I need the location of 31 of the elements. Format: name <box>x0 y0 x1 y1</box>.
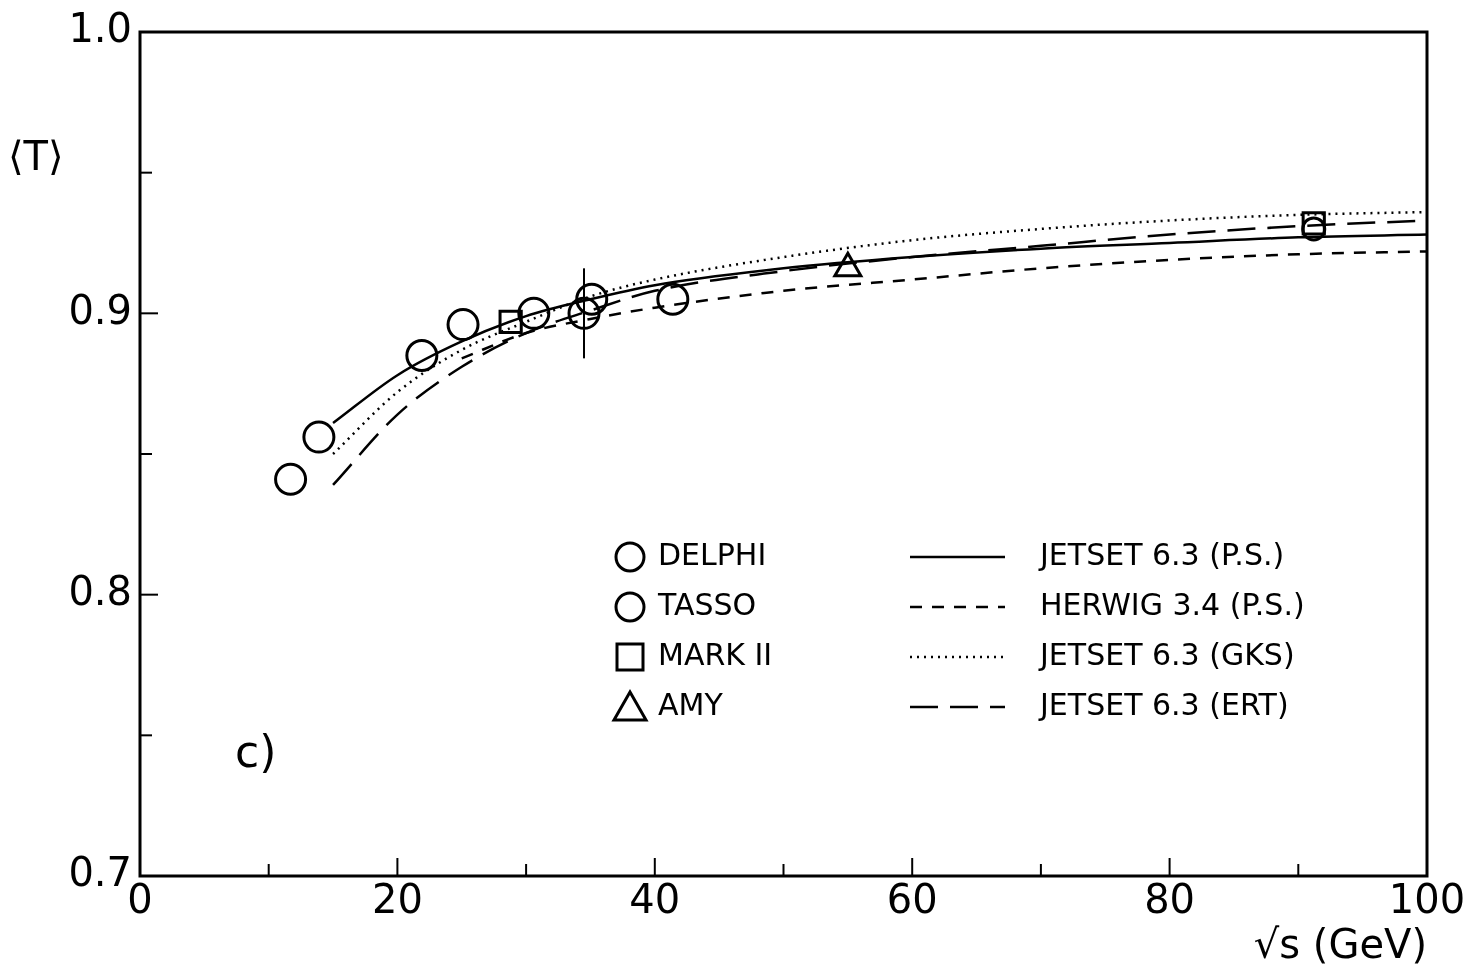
point <box>405 339 439 373</box>
point <box>446 308 480 342</box>
x-tick-label: 80 <box>1144 876 1196 923</box>
x-tick-label: 40 <box>629 876 681 923</box>
legend-label: JETSET 6.3 (P.S.) <box>1038 536 1285 572</box>
x-tick-label: 100 <box>1388 876 1466 923</box>
point <box>302 420 336 454</box>
legend-label: HERWIG 3.4 (P.S.) <box>1040 586 1305 622</box>
point <box>498 309 523 334</box>
point <box>567 296 601 330</box>
point <box>517 296 551 330</box>
y-tick-label: 0.8 <box>68 568 132 615</box>
x-axis-title: √s (GeV) <box>1253 921 1427 968</box>
point <box>575 282 609 316</box>
point <box>1301 216 1327 242</box>
y-axis-title: ⟨T⟩ <box>8 133 64 180</box>
x-tick-label: 0 <box>127 876 153 923</box>
x-tick-label: 60 <box>886 876 938 923</box>
point <box>656 282 690 316</box>
x-tick-label: 20 <box>371 876 423 923</box>
annotation: c) <box>235 726 277 778</box>
y-tick-label: 0.9 <box>68 286 132 333</box>
legend-label: MARK II <box>658 636 773 672</box>
y-tick-label: 1.0 <box>68 5 132 52</box>
legend-label: DELPHI <box>658 536 767 572</box>
point <box>1301 211 1326 236</box>
legend-label: JETSET 6.3 (ERT) <box>1038 686 1289 722</box>
legend-label: AMY <box>658 686 724 722</box>
legend-label: JETSET 6.3 (GKS) <box>1038 636 1295 672</box>
legend-label: TASSO <box>657 586 757 622</box>
point <box>274 462 308 496</box>
